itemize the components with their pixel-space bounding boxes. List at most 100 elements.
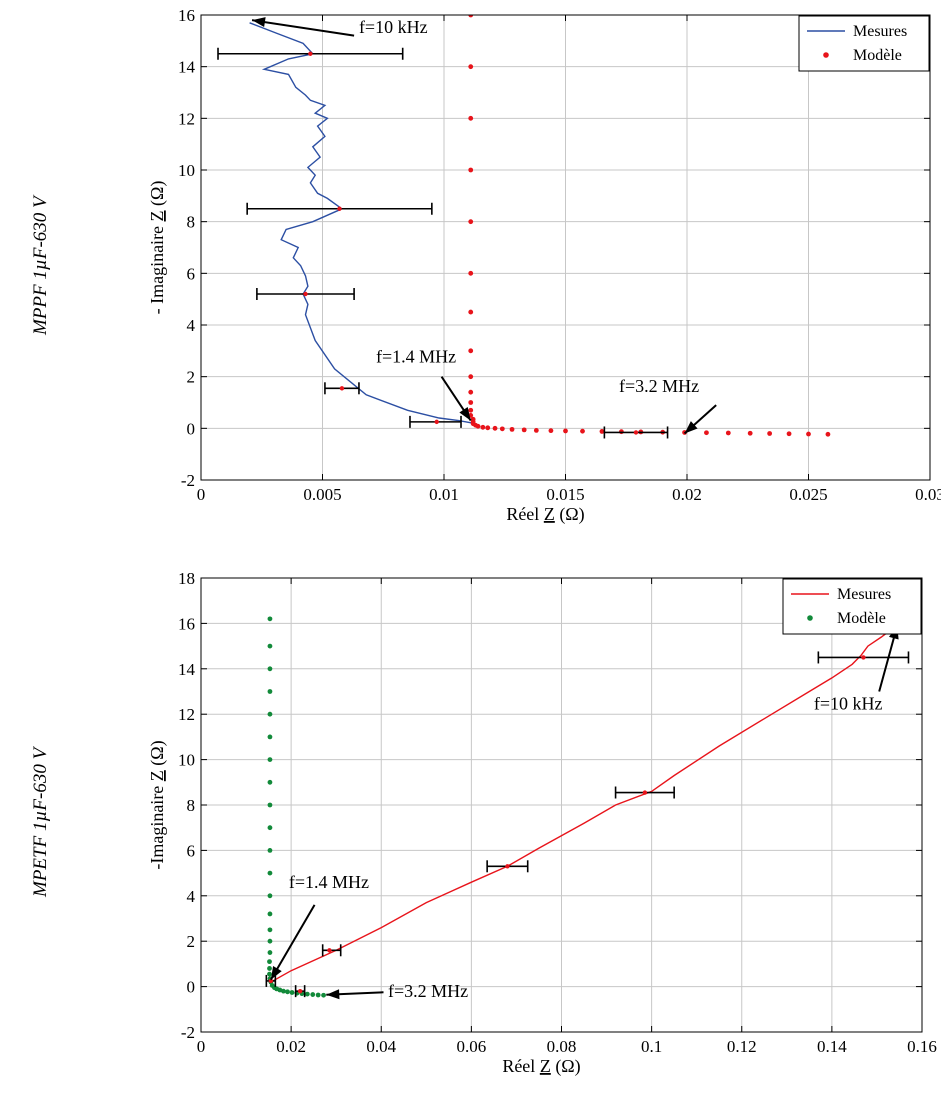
x-tick-label: 0 — [197, 485, 206, 504]
y-tick-label: -2 — [181, 1023, 195, 1042]
data-point-Modèle — [468, 400, 474, 405]
legend-label: Mesures — [853, 23, 907, 40]
data-point-Modèle — [468, 389, 474, 395]
series-line-Mesures — [249, 22, 474, 424]
y-tick-label: 2 — [187, 368, 196, 387]
y-tick-label: 4 — [187, 887, 196, 906]
x-tick-label: 0.16 — [907, 1037, 937, 1056]
data-point-Modèle — [267, 666, 273, 672]
data-point-Modèle — [786, 431, 792, 437]
data-point-Modèle — [267, 893, 273, 899]
x-tick-label: 0.015 — [546, 485, 584, 504]
annotation-arrow — [269, 904, 316, 981]
data-point-Modèle — [267, 802, 273, 808]
data-point-Modèle — [468, 407, 474, 413]
legend-label: Modèle — [837, 610, 886, 627]
data-point-Modèle — [285, 989, 290, 995]
legend-box — [798, 15, 930, 72]
plot-frame — [200, 14, 931, 481]
data-point-Modèle — [548, 428, 554, 434]
data-point-Modèle — [267, 971, 272, 977]
x-tick-label: 0.04 — [366, 1037, 396, 1056]
data-point-Modèle — [806, 431, 811, 437]
annotation-label: f=3.2 MHz — [619, 376, 699, 396]
y-tick-label: 12 — [178, 109, 195, 128]
error-bar-center — [861, 655, 866, 660]
data-point-Modèle — [267, 825, 273, 831]
x-tick-label: 0 — [197, 1037, 206, 1056]
y-tick-label: -2 — [181, 471, 195, 490]
annotation-label: f=10 kHz — [359, 17, 428, 37]
chart-1: 0 0.005 0.01 0.015 0.02 0.025 0.03-20246810121… — [147, 6, 941, 525]
annotation-label: f=3.2 MHz — [388, 981, 468, 1001]
error-bar-center — [303, 291, 308, 297]
data-point-Modèle — [725, 430, 731, 436]
chart-2: 0 0.02 0.04 0.06 0.08 0.1 0.12 0.14 0.16-2024681… — [147, 569, 937, 1077]
data-point-Modèle — [267, 966, 272, 971]
x-tick-label: 0.02 — [672, 485, 702, 504]
data-point-Modèle — [267, 870, 273, 876]
data-point-Modèle — [533, 428, 539, 433]
data-point-Modèle — [321, 992, 326, 998]
y-tick-label: 10 — [178, 161, 195, 180]
y-tick-label: 16 — [178, 6, 195, 25]
legend-swatch-Modèle — [823, 52, 829, 58]
error-bar-center — [434, 419, 439, 425]
data-point-Modèle — [468, 15, 474, 18]
data-point-Modèle — [704, 430, 709, 436]
data-point-Modèle — [521, 427, 527, 433]
data-point-Modèle — [599, 429, 605, 434]
error-bar-center — [505, 864, 510, 869]
data-point-Modèle — [499, 426, 505, 432]
data-point-Modèle — [315, 992, 321, 998]
error-bar-center — [297, 988, 303, 994]
legend-label: Mesures — [837, 586, 891, 603]
x-tick-label: 0.08 — [547, 1037, 577, 1056]
y-tick-label: 16 — [178, 614, 195, 633]
x-tick-label: 0.1 — [641, 1037, 662, 1056]
data-point-Modèle — [277, 987, 283, 993]
data-point-Modèle — [580, 428, 585, 434]
data-point-Modèle — [825, 431, 831, 437]
error-bar-center — [642, 790, 648, 795]
y-tick-label: 0 — [187, 419, 196, 438]
x-tick-label: 0.02 — [276, 1037, 306, 1056]
data-point-Modèle — [468, 374, 474, 380]
y-tick-label: 6 — [187, 841, 196, 860]
data-point-Modèle — [468, 115, 474, 121]
data-point-Modèle — [468, 64, 474, 70]
annotation-arrowhead — [270, 966, 282, 980]
annotation-arrowhead — [326, 989, 340, 1000]
x-tick-label: 0.06 — [457, 1037, 487, 1056]
data-point-Modèle — [468, 309, 474, 315]
x-tick-label: 0.01 — [429, 485, 459, 504]
data-point-Modèle — [468, 219, 474, 225]
x-tick-label: 0.12 — [727, 1037, 757, 1056]
data-point-Modèle — [468, 167, 474, 173]
data-point-Modèle — [468, 348, 474, 354]
data-point-Modèle — [747, 430, 753, 436]
data-point-Modèle — [267, 911, 273, 917]
x-axis-label: Réel Z (Ω) — [506, 504, 584, 525]
data-point-Modèle — [267, 734, 273, 740]
x-tick-label: 0.03 — [915, 485, 941, 504]
x-tick-label: 0.14 — [817, 1037, 847, 1056]
y-tick-label: 2 — [187, 932, 196, 951]
data-point-Modèle — [289, 990, 295, 995]
y-tick-label: 4 — [187, 316, 196, 335]
legend-box — [782, 578, 922, 635]
data-point-Modèle — [267, 950, 273, 955]
data-point-Modèle — [267, 938, 273, 944]
annotation-label: f=1.4 MHz — [289, 872, 369, 892]
error-bar-center — [339, 386, 345, 391]
data-point-Modèle — [267, 689, 273, 694]
data-point-Modèle — [267, 711, 273, 717]
y-tick-label: 12 — [178, 705, 195, 724]
data-point-Modèle — [281, 988, 286, 994]
data-point-Modèle — [475, 423, 481, 429]
data-point-Modèle — [267, 757, 273, 762]
data-point-Modèle — [468, 270, 474, 276]
data-point-Modèle — [267, 643, 273, 649]
data-point-Modèle — [485, 425, 491, 431]
